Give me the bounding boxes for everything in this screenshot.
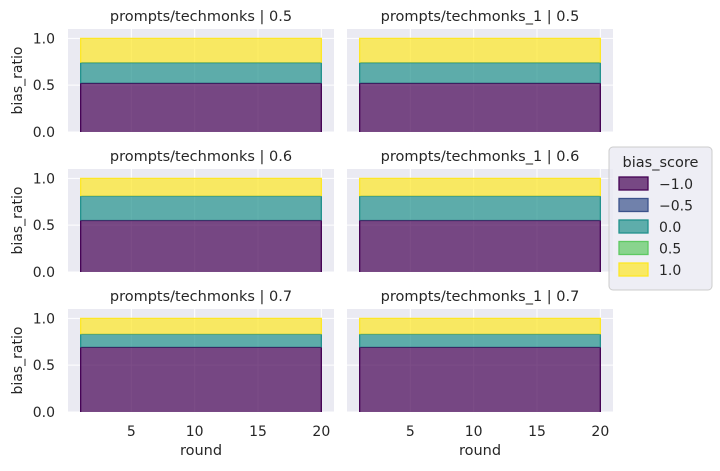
x-tick-label: 15 xyxy=(249,424,267,440)
area-outline xyxy=(359,177,601,197)
facet-title: prompts/techmonks_1 | 0.6 xyxy=(381,149,580,165)
area-band-−1.0 xyxy=(80,347,322,412)
legend-label: 1.0 xyxy=(659,263,681,279)
y-tick-label: 1.0 xyxy=(33,171,55,187)
facet-panel: prompts/techmonks | 0.6 0.0 0.5 1.0 bias_rat… xyxy=(10,149,334,281)
facet-title: prompts/techmonks_1 | 0.5 xyxy=(381,9,580,25)
area-band-−1.0 xyxy=(359,347,601,412)
area-outline xyxy=(80,37,322,63)
area-band-0.0 xyxy=(359,196,601,221)
legend-label: 0.5 xyxy=(659,242,681,258)
area-band-1.0 xyxy=(359,178,601,197)
y-axis-label: bias_ratio xyxy=(10,47,26,115)
legend-swatch xyxy=(618,176,649,191)
area-band-−1.0 xyxy=(359,220,601,272)
y-tick-label: 1.0 xyxy=(33,31,55,47)
area-band-0.0 xyxy=(80,62,322,84)
area-outline xyxy=(359,37,601,63)
y-tick-label: 0.5 xyxy=(33,78,55,94)
x-tick-label: 10 xyxy=(186,424,204,440)
area-outline xyxy=(80,317,322,335)
y-tick-label: 1.0 xyxy=(33,311,55,327)
area-band-0.0 xyxy=(359,62,601,84)
area-band-−1.0 xyxy=(80,83,322,132)
y-axis-label: bias_ratio xyxy=(10,187,26,255)
legend: bias_score −1.0 −0.5 0.0 0.5 1.0 xyxy=(608,146,713,291)
area-band-0.0 xyxy=(359,334,601,348)
area-band-−1.0 xyxy=(359,83,601,132)
legend-label: 0.0 xyxy=(659,220,681,236)
legend-swatch xyxy=(618,240,649,256)
y-tick-label: 0.5 xyxy=(33,358,55,374)
y-tick-label: 0.0 xyxy=(33,125,55,141)
x-tick-label: 5 xyxy=(127,424,136,440)
area-band-1.0 xyxy=(80,38,322,63)
legend-swatch xyxy=(618,197,649,213)
facet-panel: prompts/techmonks_1 | 0.5 xyxy=(347,9,613,133)
area-band-0.0 xyxy=(80,196,322,221)
x-tick-label: 5 xyxy=(406,424,415,440)
y-tick-label: 0.0 xyxy=(33,405,55,421)
area-band-0.0 xyxy=(80,334,322,348)
facet-title: prompts/techmonks | 0.6 xyxy=(110,149,292,165)
y-axis-label: bias_ratio xyxy=(10,327,26,395)
area-outline xyxy=(80,177,322,197)
facet-panel: prompts/techmonks | 0.7 0.0 0.5 1.0 bias_rat… xyxy=(10,289,334,459)
facet-title: prompts/techmonks | 0.7 xyxy=(110,289,292,305)
facet-panel: prompts/techmonks | 0.5 0.0 0.5 1.0 bias_rat… xyxy=(10,9,334,141)
facet-panel: prompts/techmonks_1 | 0.6 xyxy=(347,149,613,273)
legend-swatch xyxy=(618,219,649,234)
legend-label: −0.5 xyxy=(659,199,693,215)
x-tick-label: 15 xyxy=(528,424,546,440)
area-band-1.0 xyxy=(80,178,322,197)
x-axis-label: round xyxy=(459,443,501,459)
y-tick-label: 0.5 xyxy=(33,218,55,234)
area-band-1.0 xyxy=(359,38,601,63)
x-axis-label: round xyxy=(180,443,222,459)
facet-panel: prompts/techmonks_1 | 0.7 5 10 15 20 round xyxy=(347,289,613,459)
facet-title: prompts/techmonks | 0.5 xyxy=(110,9,292,25)
legend-label: −1.0 xyxy=(659,177,693,193)
area-band-1.0 xyxy=(80,318,322,335)
legend-swatch xyxy=(618,262,649,277)
x-tick-label: 20 xyxy=(312,424,330,440)
area-band-1.0 xyxy=(359,318,601,335)
facet-title: prompts/techmonks_1 | 0.7 xyxy=(381,289,580,305)
y-tick-label: 0.0 xyxy=(33,265,55,281)
x-tick-label: 20 xyxy=(591,424,609,440)
area-band-−1.0 xyxy=(80,220,322,272)
area-outline xyxy=(359,317,601,335)
legend-title: bias_score xyxy=(623,155,699,171)
x-tick-label: 10 xyxy=(465,424,483,440)
